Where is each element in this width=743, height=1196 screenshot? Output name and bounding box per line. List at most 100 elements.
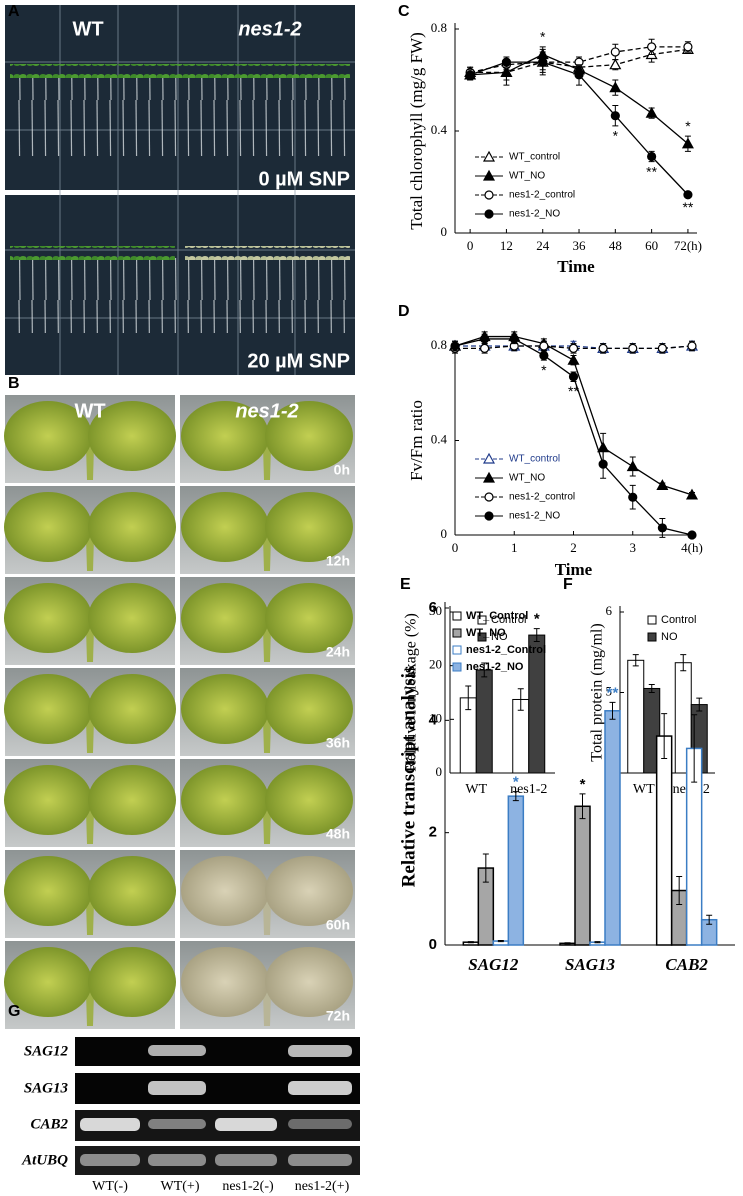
data-point — [647, 42, 657, 52]
y-tick-label: 20 — [429, 657, 442, 672]
data-point — [657, 343, 667, 353]
data-point — [609, 58, 622, 70]
genotype-label: nes1-2 — [235, 400, 298, 422]
y-tick-label: 2 — [429, 824, 437, 841]
data-point — [568, 372, 579, 382]
significance-mark: * — [540, 29, 546, 45]
legend-label: nes1-2_control — [509, 492, 575, 503]
legend-swatch — [647, 615, 657, 625]
y-axis-label: Total chlorophyll (mg/g FW) — [407, 32, 426, 230]
y-axis-label: Relative transcript analysis — [398, 666, 419, 888]
gene-label: SAG12 — [24, 1043, 69, 1059]
legend-swatch — [452, 662, 462, 672]
data-point — [685, 488, 699, 500]
data-point — [610, 47, 620, 57]
data-point — [539, 341, 549, 351]
error-bar — [533, 628, 540, 643]
data-point — [656, 479, 669, 490]
error-bar — [661, 713, 668, 760]
legend-swatch — [452, 611, 462, 621]
error-bar — [517, 688, 524, 711]
error-bar — [579, 793, 586, 820]
bar — [475, 669, 493, 774]
y-tick-label: 0 — [441, 526, 448, 541]
gene-label: SAG13 — [24, 1080, 69, 1096]
legend-label: NO — [491, 631, 508, 643]
legend-label: Control — [491, 614, 526, 626]
y-tick-label: 0.8 — [431, 20, 447, 35]
data-point — [509, 334, 519, 344]
x-tick-label: 1 — [511, 540, 518, 555]
x-axis-label: Time — [555, 560, 593, 579]
time-label: 0h — [334, 462, 350, 478]
significance-mark: ** — [682, 199, 693, 215]
x-tick-label: 24 — [536, 238, 550, 253]
genotype-label: WT — [74, 400, 105, 422]
legend-marker — [484, 190, 494, 200]
data-point — [465, 70, 475, 80]
y-tick-label: 10 — [429, 710, 442, 725]
data-point — [574, 70, 584, 80]
gene-label: AtUBQ — [21, 1152, 68, 1168]
legend-swatch — [647, 632, 657, 642]
significance-mark: * — [613, 128, 619, 144]
bar — [604, 710, 621, 946]
significance-mark: * — [685, 118, 691, 134]
data-point — [681, 137, 694, 149]
error-bar — [691, 714, 698, 783]
error-bar — [512, 791, 519, 802]
lane-label: WT(-) — [92, 1179, 128, 1194]
legend-label: nes1-2_NO — [466, 661, 524, 673]
significance-mark: * — [580, 776, 586, 793]
data-point — [645, 106, 658, 118]
lane-label: nes1-2(+) — [295, 1179, 350, 1194]
data-point — [683, 190, 693, 200]
legend-label: WT_control — [509, 152, 560, 163]
panel-label: B — [8, 375, 20, 392]
data-point — [687, 530, 697, 540]
legend-swatch — [477, 615, 487, 625]
bar — [574, 805, 591, 946]
legend-label: WT_NO — [509, 171, 545, 182]
y-tick-label: 0 — [436, 764, 443, 779]
data-point — [598, 459, 608, 469]
legend-marker — [482, 150, 496, 162]
data-point — [683, 42, 693, 52]
x-tick-label: SAG12 — [468, 955, 519, 974]
y-tick-label: 0.8 — [431, 337, 447, 352]
legend-label: WT_NO — [466, 627, 506, 639]
data-point — [501, 57, 512, 67]
legend-label: Control — [661, 614, 696, 626]
data-point — [598, 343, 608, 353]
data-point — [450, 341, 460, 351]
x-tick-label: WT — [633, 782, 655, 797]
y-tick-label: 0 — [441, 224, 448, 239]
legend-label: nes1-2_Control — [466, 644, 546, 656]
x-tick-label: 0 — [452, 540, 459, 555]
y-tick-label: 5 — [606, 683, 613, 698]
significance-mark: * — [541, 362, 547, 378]
data-point — [539, 350, 549, 361]
legend-swatch — [452, 645, 462, 655]
legend-label: nes1-2_control — [509, 190, 575, 201]
error-bar — [676, 875, 683, 906]
x-tick-label: 0 — [467, 238, 474, 253]
data-point — [538, 57, 548, 67]
significance-mark: * — [534, 611, 540, 628]
legend-swatch — [477, 632, 487, 642]
bar — [627, 659, 645, 774]
significance-mark: ** — [568, 383, 579, 399]
data-point — [628, 343, 638, 353]
panel-b: B WT nes1-2 0h 12h 24h 36h 48h 60h 72h — [4, 375, 355, 1029]
legend-marker — [482, 452, 496, 464]
series-line — [454, 338, 693, 536]
data-point — [480, 343, 490, 353]
x-tick-label: SAG13 — [565, 955, 616, 974]
data-point — [657, 523, 667, 533]
y-axis-label: Total protein (mg/ml) — [589, 623, 606, 761]
time-label: 36h — [326, 735, 350, 751]
data-point — [628, 492, 638, 502]
panel-label: C — [398, 3, 410, 20]
error-bar — [497, 940, 504, 943]
